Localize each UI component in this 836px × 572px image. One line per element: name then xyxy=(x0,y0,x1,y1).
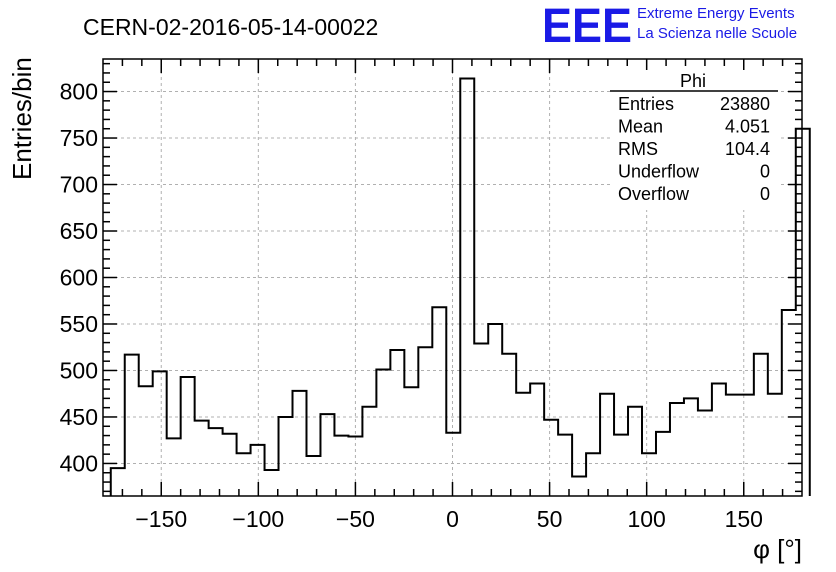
axis-tick-labels: −150 −100 −50 0 50 100 150 400 450 500 550 600 650 70… xyxy=(60,79,763,532)
y-tick-label: 800 xyxy=(60,79,98,105)
histogram-bin xyxy=(544,420,558,496)
histogram-bin xyxy=(656,432,670,496)
y-tick-label: 650 xyxy=(60,218,98,244)
histogram-bin xyxy=(418,347,432,496)
y-tick-label: 400 xyxy=(60,450,98,476)
x-axis-title: φ [°] xyxy=(753,534,802,564)
histogram-bin xyxy=(404,387,418,496)
histogram-bin xyxy=(726,395,740,496)
x-tick-label: −50 xyxy=(336,506,375,532)
stats-label: Underflow xyxy=(618,162,700,182)
histogram-bin xyxy=(125,355,139,496)
histogram-series xyxy=(109,77,811,496)
axis-ticks xyxy=(103,59,802,496)
histogram-bin xyxy=(474,344,488,496)
histogram-bin xyxy=(195,421,209,496)
histogram-bin xyxy=(279,417,293,496)
histogram-bin xyxy=(502,354,516,496)
y-tick-label: 700 xyxy=(60,172,98,198)
logo-line-2: La Scienza nelle Scuole xyxy=(637,25,797,42)
histogram-bin xyxy=(139,386,153,496)
histogram-bin xyxy=(712,383,726,496)
histogram-bin xyxy=(698,410,712,496)
x-tick-label: −100 xyxy=(232,506,284,532)
stats-value: 104.4 xyxy=(725,139,770,159)
y-tick-label: 750 xyxy=(60,125,98,151)
histogram-bin xyxy=(223,434,237,496)
stats-label: RMS xyxy=(618,139,658,159)
histogram-bin xyxy=(376,370,390,496)
histogram-bin xyxy=(600,394,614,496)
histogram-bin xyxy=(670,403,684,496)
stats-box-background xyxy=(610,70,778,210)
stats-label: Mean xyxy=(618,117,663,137)
x-tick-label: 0 xyxy=(446,506,459,532)
histogram-bin xyxy=(265,470,279,496)
histogram-bin xyxy=(642,453,656,496)
histogram-bin xyxy=(293,391,307,496)
stats-value: 0 xyxy=(760,162,770,182)
y-tick-label: 550 xyxy=(60,311,98,337)
stats-label: Entries xyxy=(618,94,674,114)
y-axis-title: Entries/bin xyxy=(7,57,37,180)
histogram-bin xyxy=(446,433,460,496)
histogram-bin xyxy=(334,436,348,496)
histogram-bin xyxy=(614,435,628,496)
histogram-bin xyxy=(782,310,796,496)
histogram-bin xyxy=(768,394,782,496)
stats-rows: Entries 23880 Mean 4.051 RMS 104.4 Underflow 0 O… xyxy=(618,94,770,204)
histogram-bin xyxy=(181,377,195,496)
stats-value: 0 xyxy=(760,184,770,204)
x-tick-label: −150 xyxy=(135,506,187,532)
histogram-bin xyxy=(754,354,768,496)
histogram-bin xyxy=(390,350,404,496)
stats-name: Phi xyxy=(680,71,706,91)
stats-value: 4.051 xyxy=(725,117,770,137)
histogram-bin xyxy=(362,407,376,496)
histogram-bin xyxy=(432,307,446,496)
histogram-bin xyxy=(460,79,474,496)
histogram-bin xyxy=(153,371,167,496)
histogram-bin xyxy=(684,398,698,496)
histogram-bin xyxy=(320,414,334,496)
histogram-bin xyxy=(530,383,544,496)
histogram-bin xyxy=(628,407,642,496)
y-tick-label: 600 xyxy=(60,265,98,291)
histogram-bin xyxy=(516,393,530,496)
histogram-bin xyxy=(251,445,265,496)
histogram-bin xyxy=(209,428,223,496)
x-tick-label: 100 xyxy=(627,506,665,532)
eee-logo: EEE xyxy=(542,0,632,53)
y-tick-label: 450 xyxy=(60,404,98,430)
x-tick-label: 150 xyxy=(725,506,763,532)
stats-box: Phi Entries 23880 Mean 4.051 RMS 104.4 Underfl… xyxy=(610,70,778,210)
x-tick-label: 50 xyxy=(537,506,563,532)
histogram-bin xyxy=(306,456,320,496)
stats-value: 23880 xyxy=(720,94,770,114)
logo-line-1: Extreme Energy Events xyxy=(637,5,795,22)
histogram-outline xyxy=(109,77,811,496)
histogram-bin xyxy=(572,476,586,496)
histogram-bin xyxy=(488,324,502,496)
histogram-bin xyxy=(740,395,754,496)
histogram-bin xyxy=(558,435,572,496)
histogram-bin xyxy=(167,438,181,496)
stats-label: Overflow xyxy=(618,184,690,204)
y-tick-label: 500 xyxy=(60,357,98,383)
chart-title: CERN-02-2016-05-14-00022 xyxy=(83,14,378,40)
